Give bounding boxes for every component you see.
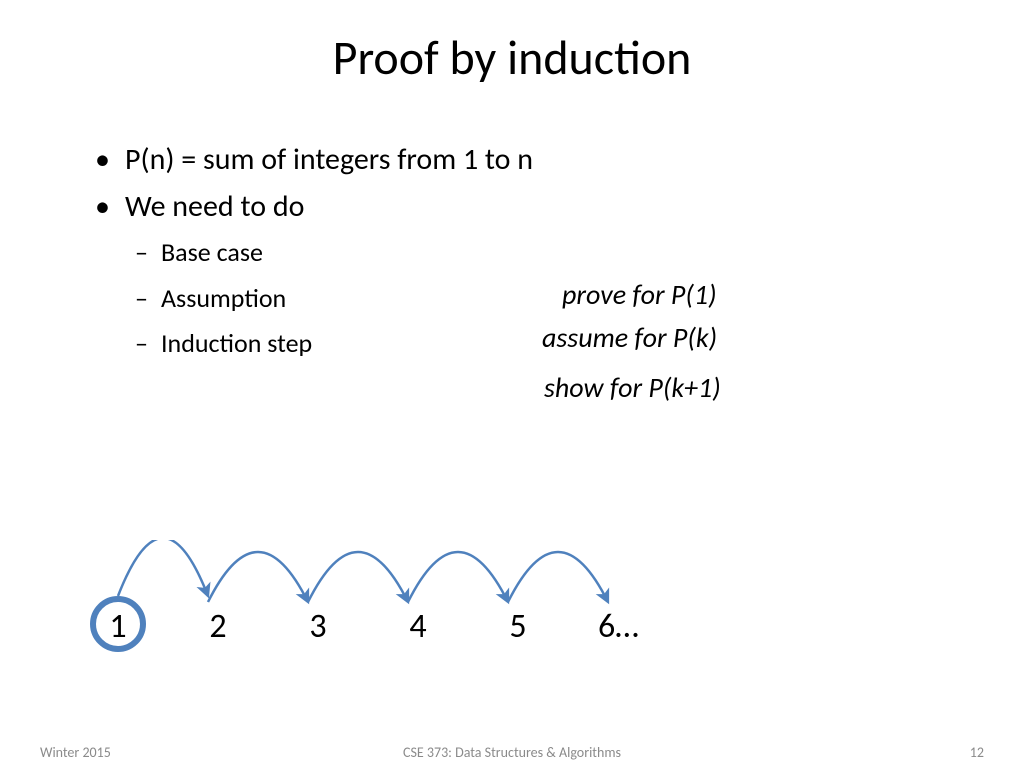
content-area: P(n) = sum of integers from 1 to n We ne… [0,107,1024,367]
diagram-number: 6… [598,606,638,647]
induction-arc [508,552,608,602]
diagram-number: 1 [98,606,138,647]
bullet-base-case: Base case [95,230,944,276]
induction-diagram: 1 2 3 4 5 6… [90,540,690,680]
note-assume: assume for P(k) [542,320,717,355]
induction-arc [308,552,408,602]
bullet-definition: P(n) = sum of integers from 1 to n [95,137,944,184]
diagram-number: 3 [298,606,338,647]
induction-arc [208,552,308,602]
note-prove: prove for P(1) [562,277,717,312]
induction-arc [408,552,508,602]
slide-title: Proof by induction [0,0,1024,107]
bullet-need: We need to do [95,184,944,231]
note-show: show for P(k+1) [544,370,721,405]
footer-course: CSE 373: Data Structures & Algorithms [0,744,1024,761]
bullet-induction-step: Induction step [95,321,944,367]
bullet-assumption: Assumption [95,276,944,322]
diagram-number: 5 [498,606,538,647]
diagram-number: 2 [198,606,238,647]
diagram-number: 4 [398,606,438,647]
footer-page: 12 [970,744,984,761]
induction-arc [118,540,208,596]
